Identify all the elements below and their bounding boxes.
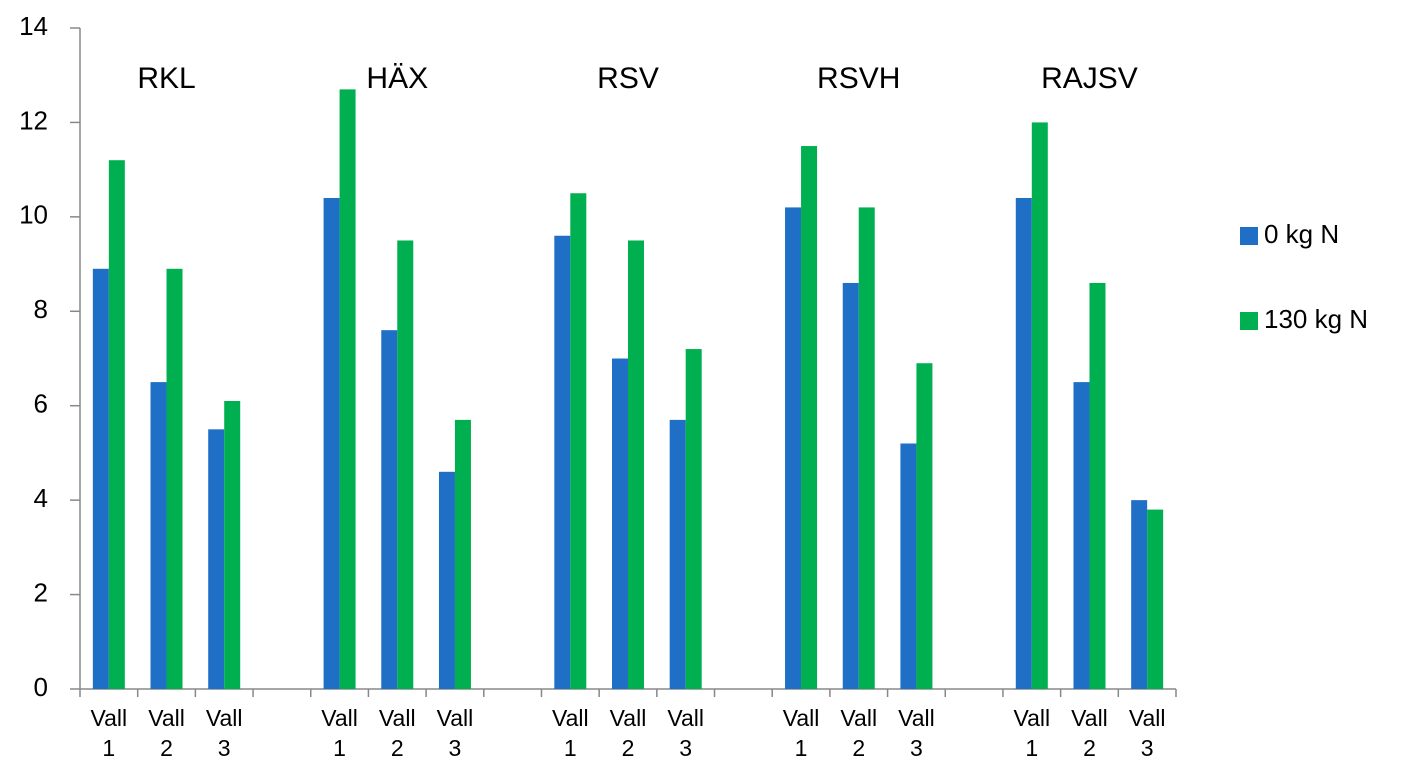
bar	[381, 330, 398, 689]
bar	[208, 429, 225, 689]
group-label: RAJSV	[1041, 62, 1138, 95]
x-tick-label: Vall 1	[90, 705, 128, 761]
bar	[166, 268, 183, 689]
group-label: RSV	[597, 62, 659, 95]
group-label: RKL	[137, 62, 195, 95]
x-tick-label: Vall 2	[840, 705, 878, 761]
bar	[628, 240, 644, 689]
bar	[1031, 122, 1048, 689]
bar	[323, 197, 340, 689]
bar	[685, 349, 702, 689]
legend-label: 130 kg N	[1264, 304, 1368, 334]
group-label: RSVH	[817, 62, 900, 95]
bar	[785, 207, 802, 689]
x-tick-label: Vall 3	[1128, 705, 1166, 761]
x-tick-label: Vall 3	[205, 705, 243, 761]
x-tick-label: Vall 3	[898, 705, 935, 761]
bar	[669, 419, 686, 689]
bar	[92, 268, 109, 689]
bar	[801, 146, 818, 690]
y-tick-label: 0	[34, 672, 48, 702]
legend-label: 0 kg N	[1264, 219, 1339, 249]
bar	[900, 443, 917, 689]
x-tick-label: Vall 3	[436, 705, 474, 761]
bar	[397, 240, 414, 689]
x-tick-label: Vall 1	[1013, 705, 1051, 761]
y-tick-label: 4	[34, 483, 48, 513]
bar	[150, 382, 167, 689]
bar	[612, 358, 628, 689]
x-tick-label: Vall 1	[551, 705, 589, 761]
bar	[108, 160, 125, 689]
bar	[916, 363, 933, 689]
y-tick-label: 6	[34, 389, 48, 419]
bar	[1131, 500, 1148, 689]
bar	[1147, 509, 1164, 689]
group-label: HÄX	[366, 62, 428, 95]
x-tick-label: Vall 1	[321, 705, 358, 761]
bar	[454, 419, 471, 689]
y-tick-label: 14	[19, 11, 48, 41]
x-tick-label: Vall 1	[782, 705, 820, 761]
x-tick-label: Vall 2	[1071, 705, 1108, 761]
y-tick-label: 8	[34, 294, 48, 324]
x-tick-label: Vall 2	[378, 705, 416, 761]
bar	[858, 207, 875, 689]
y-tick-label: 10	[19, 200, 48, 230]
x-tick-label: Vall 2	[148, 705, 185, 761]
bar	[1089, 282, 1106, 689]
bar	[438, 471, 455, 689]
bar	[339, 89, 356, 690]
y-tick-label: 2	[34, 577, 48, 607]
bar	[554, 235, 571, 689]
bar	[570, 193, 587, 689]
bar	[842, 282, 859, 689]
x-tick-label: Vall 2	[609, 705, 647, 761]
y-tick-label: 12	[19, 105, 48, 135]
legend-swatch	[1240, 312, 1258, 330]
bar	[1073, 382, 1090, 689]
legend-swatch	[1240, 227, 1258, 245]
bar	[1015, 197, 1032, 689]
x-tick-label: Vall 3	[667, 705, 704, 761]
bar	[224, 400, 241, 689]
